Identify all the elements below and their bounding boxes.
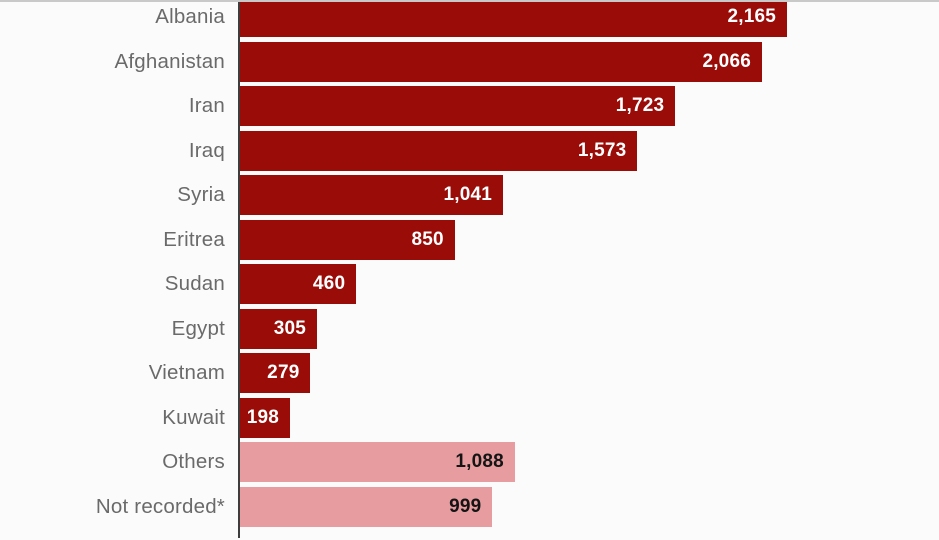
category-label: Kuwait (162, 405, 225, 429)
chart-row: Iraq 1,573 (0, 130, 939, 176)
chart-row: Afghanistan 2,066 (0, 41, 939, 87)
category-label: Syria (177, 183, 225, 206)
bar-area: 1,723 (238, 86, 939, 126)
bar-area: 1,088 (238, 442, 939, 482)
value-label: 198 (246, 406, 280, 428)
value-label: 460 (312, 273, 346, 294)
chart-row: Syria 1,041 (0, 175, 939, 220)
bar: 2,165 (240, 0, 787, 37)
bar: 198 (240, 397, 291, 438)
chart-row: Vietnam 279 (0, 353, 939, 398)
bar-area: 1,573 (238, 130, 939, 171)
value-label: 2,165 (727, 6, 776, 27)
chart-row: Iran 1,723 (0, 86, 939, 131)
bar: 1,723 (240, 86, 676, 126)
bar: 1,088 (240, 442, 515, 482)
bar-area: 2,165 (238, 0, 939, 37)
value-label: 1,573 (577, 139, 627, 161)
value-label: 2,066 (702, 50, 751, 72)
category-label: Others (162, 450, 225, 473)
chart-row: Others 1,088 (0, 442, 939, 487)
bar-area: 999 (238, 486, 939, 527)
value-label: 1,723 (615, 95, 665, 116)
y-axis-line (238, 0, 240, 538)
value-label: 1,088 (455, 451, 504, 472)
category-label: Sudan (164, 272, 225, 295)
bar: 460 (240, 264, 357, 304)
value-label: 305 (273, 317, 307, 339)
chart-row: Sudan 460 (0, 264, 939, 309)
value-label: 279 (267, 362, 300, 383)
category-label: Iran (188, 94, 225, 117)
bar: 305 (240, 308, 318, 349)
bar-area: 850 (238, 219, 939, 260)
category-label: Eritrea (163, 227, 225, 251)
category-label: Vietnam (148, 361, 225, 384)
bar: 999 (240, 486, 493, 527)
chart-row: Egypt 305 (0, 308, 939, 354)
category-label: Albania (155, 5, 225, 28)
bar: 2,066 (240, 41, 762, 82)
bar-area: 1,041 (238, 175, 939, 215)
chart-row: Not recorded* 999 (0, 486, 939, 532)
top-rule-line (0, 0, 939, 2)
chart-row: Albania 2,165 (0, 0, 939, 42)
bar: 1,573 (240, 130, 638, 171)
category-label: Not recorded* (95, 494, 225, 518)
category-label: Afghanistan (114, 49, 225, 73)
value-label: 1,041 (443, 184, 492, 205)
category-label: Egypt (171, 316, 225, 340)
bar-area: 198 (238, 397, 939, 438)
value-label: 850 (411, 228, 444, 250)
bar-area: 305 (238, 308, 939, 349)
chart-row: Eritrea 850 (0, 219, 939, 265)
value-label: 999 (449, 495, 482, 517)
bar: 1,041 (240, 175, 503, 215)
bar: 850 (240, 219, 455, 260)
bar-area: 279 (238, 353, 939, 393)
bar-area: 2,066 (238, 41, 939, 82)
category-label: Iraq (188, 138, 225, 162)
bar: 279 (240, 353, 311, 393)
chart-row: Kuwait 198 (0, 397, 939, 443)
bar-area: 460 (238, 264, 939, 304)
